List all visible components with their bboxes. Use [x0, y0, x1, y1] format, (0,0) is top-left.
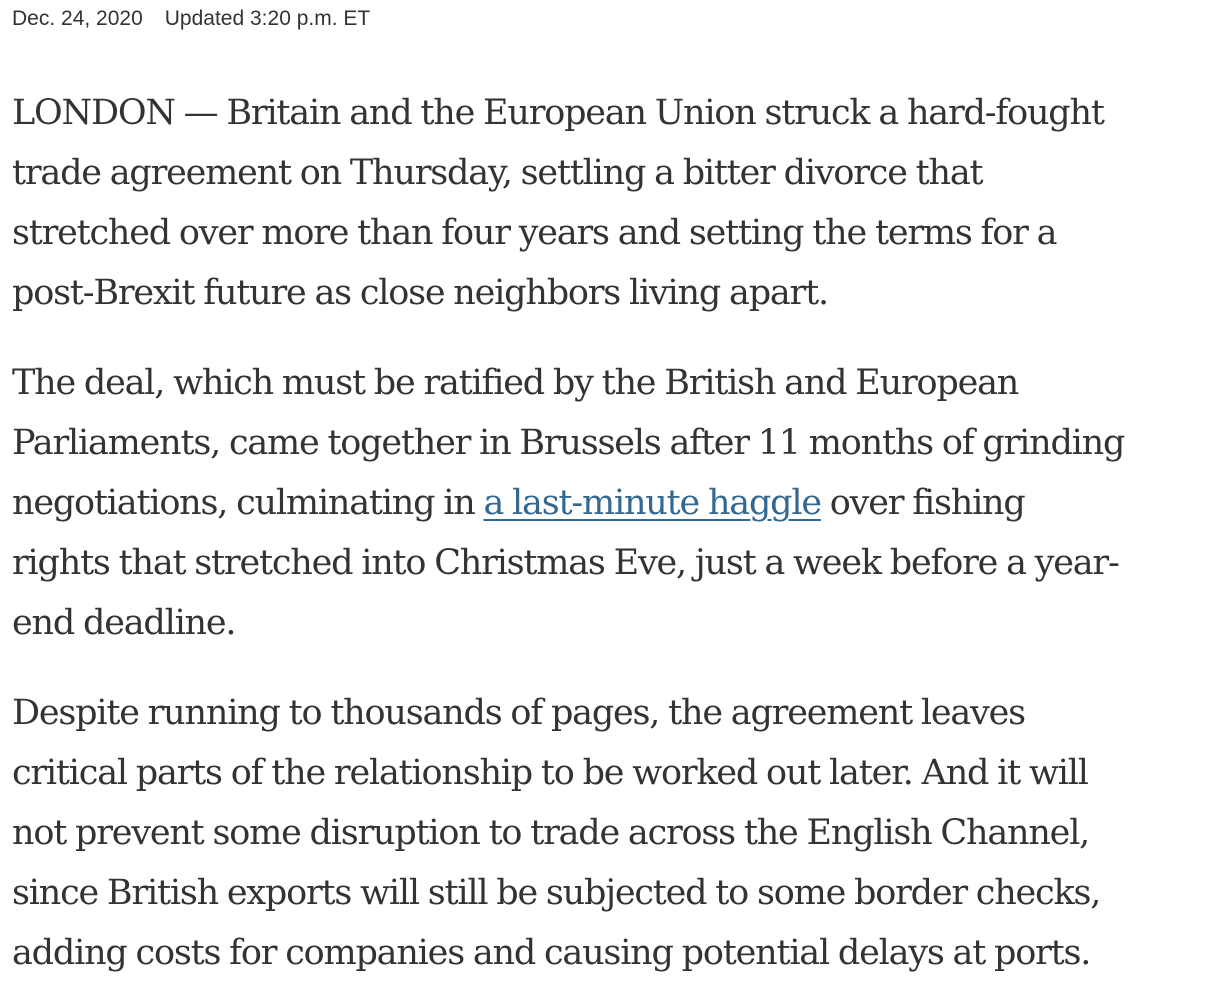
paragraph-line: critical parts of the relationship to be… [12, 753, 1089, 793]
paragraph-line: not prevent some disruption to trade acr… [12, 813, 1090, 853]
paragraph-line: end deadline. [12, 603, 237, 643]
text-segment: negotiations, culminating in [12, 483, 484, 523]
paragraph-2: The deal, which must be ratified by the … [12, 353, 1216, 653]
last-minute-haggle-link[interactable]: a last-minute haggle [483, 483, 822, 523]
paragraph-line: trade agreement on Thursday, settling a … [12, 153, 984, 193]
paragraph-line: Despite running to thousands of pages, t… [12, 693, 1026, 733]
article-timestamp: Dec. 24, 2020 Updated 3:20 p.m. ET [12, 4, 370, 34]
paragraph-1: LONDON — Britain and the European Union … [12, 83, 1216, 323]
paragraph-line: post-Brexit future as close neighbors li… [12, 273, 829, 313]
paragraph-line: The deal, which must be ratified by the … [12, 363, 1019, 403]
text-segment: over fishing [820, 483, 1026, 523]
publish-date: Dec. 24, 2020 [12, 7, 143, 30]
paragraph-line: LONDON — Britain and the European Union … [12, 93, 1105, 133]
paragraph-line: since British exports will still be subj… [12, 873, 1101, 913]
paragraph-line: adding costs for companies and causing p… [12, 933, 1091, 973]
paragraph-3: Despite running to thousands of pages, t… [12, 683, 1216, 983]
paragraph-line: negotiations, culminating in a last-minu… [12, 473, 1216, 533]
paragraph-line: Parliaments, came together in Brussels a… [12, 423, 1125, 463]
paragraph-line: stretched over more than four years and … [12, 213, 1057, 253]
updated-time: Updated 3:20 p.m. ET [164, 7, 371, 30]
paragraph-line: rights that stretched into Christmas Eve… [12, 543, 1120, 583]
